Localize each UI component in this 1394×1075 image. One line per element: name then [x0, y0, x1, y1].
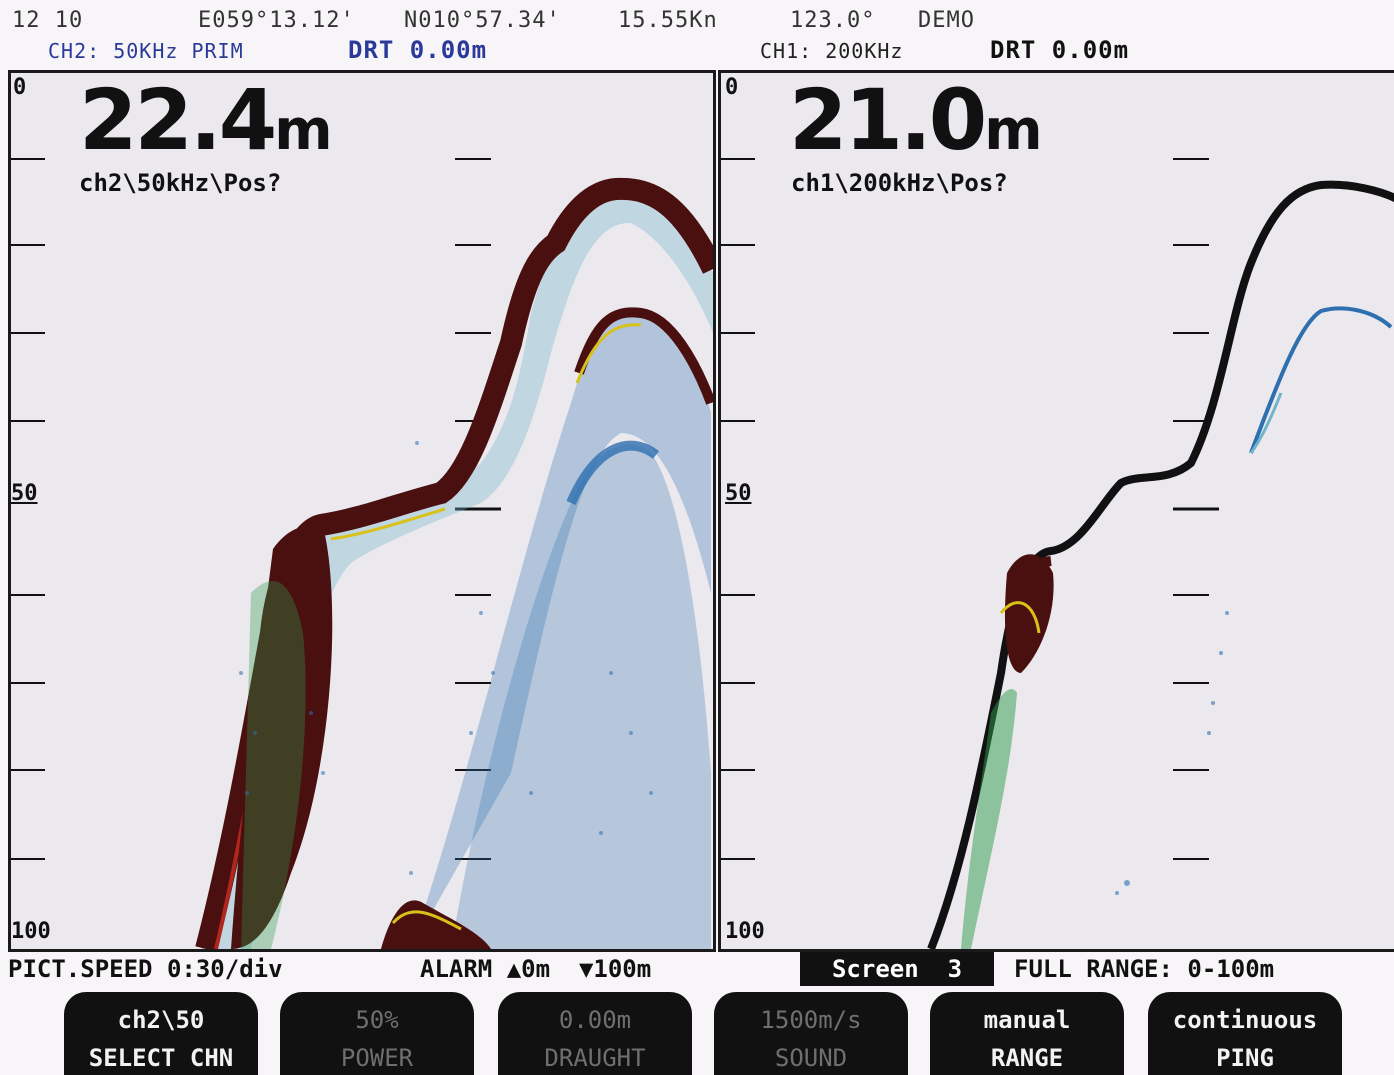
softkey-ping-value: continuous — [1172, 1006, 1318, 1034]
softkey-ping-label: PING — [1216, 1044, 1274, 1072]
header-mode: DEMO — [918, 8, 975, 33]
alarm-status: ALARM ▲0m ▼100m — [420, 955, 652, 983]
full-range-status: FULL RANGE: 0-100m — [1014, 955, 1275, 983]
right-drt: DRT 0.00m — [990, 36, 1130, 64]
right-scale-0: 0 — [725, 75, 739, 100]
header-speed: 15.55Kn — [618, 8, 718, 33]
softkey-sound[interactable]: 1500m/s SOUND — [714, 992, 908, 1075]
softkey-sound-value: 1500m/s — [760, 1006, 862, 1034]
left-scale-0: 0 — [13, 75, 27, 100]
right-scale-50: 50 — [725, 481, 752, 506]
softkey-range-label: RANGE — [990, 1044, 1064, 1072]
softkey-draught-label: DRAUGHT — [544, 1044, 646, 1072]
header-heading: 123.0° — [790, 8, 876, 33]
right-channel-label: CH1: 200KHz — [760, 39, 904, 63]
softkey-ping[interactable]: continuous PING — [1148, 992, 1342, 1075]
right-channel-info: ch1\200kHz\Pos? — [791, 169, 1008, 197]
right-depth-value: 21.0 — [789, 71, 987, 169]
softkey-select-channel-value: ch2\50 — [117, 1006, 205, 1034]
screen-indicator: Screen 3 — [800, 952, 994, 986]
right-echogram: 0 50 100 21.0m ch1\200kHz\Pos? — [718, 70, 1394, 952]
left-depth-value: 22.4 — [79, 71, 277, 169]
left-echogram: 0 50 100 22.4m ch2\50kHz\Pos? — [8, 70, 716, 952]
left-echogram-graphics — [11, 158, 713, 949]
right-depth-unit: m — [984, 98, 1043, 163]
softkey-power-value: 50% — [355, 1006, 399, 1034]
softkey-draught[interactable]: 0.00m DRAUGHT — [498, 992, 692, 1075]
softkey-range-value: manual — [983, 1006, 1071, 1034]
softkey-select-channel-label: SELECT CHN — [88, 1044, 234, 1072]
header-latitude: N010°57.34' — [404, 8, 561, 33]
header-longitude: E059°13.12' — [198, 8, 355, 33]
left-channel-label: CH2: 50KHz PRIM — [48, 39, 244, 63]
left-depth-readout: 22.4m — [79, 75, 333, 176]
left-channel-info: ch2\50kHz\Pos? — [79, 169, 282, 197]
header-time: 12 10 — [12, 8, 84, 33]
left-drt: DRT 0.00m — [348, 36, 488, 64]
softkey-power[interactable]: 50% POWER — [280, 992, 474, 1075]
right-depth-readout: 21.0m — [789, 75, 1043, 176]
softkey-draught-value: 0.00m — [558, 1006, 632, 1034]
right-echogram-graphics — [721, 158, 1394, 949]
softkey-power-label: POWER — [340, 1044, 414, 1072]
left-scale-50: 50 — [11, 481, 38, 506]
left-scale-100: 100 — [11, 919, 51, 944]
pict-speed-status: PICT.SPEED 0:30/div — [8, 955, 283, 983]
right-scale-100: 100 — [725, 919, 765, 944]
softkey-range[interactable]: manual RANGE — [930, 992, 1124, 1075]
softkey-select-channel[interactable]: ch2\50 SELECT CHN — [64, 992, 258, 1075]
left-depth-unit: m — [274, 98, 333, 163]
softkey-sound-label: SOUND — [774, 1044, 848, 1072]
